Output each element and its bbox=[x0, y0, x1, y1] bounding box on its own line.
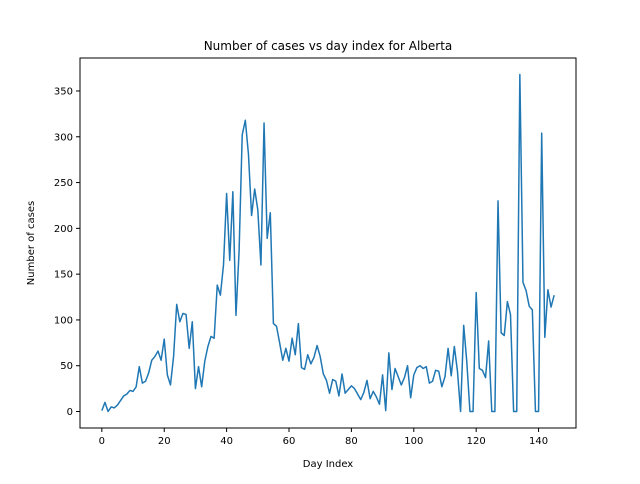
y-axis-label: Number of cases bbox=[26, 201, 37, 285]
y-tick-label: 300 bbox=[54, 132, 73, 143]
series-line bbox=[101, 73, 555, 413]
y-tick-label: 200 bbox=[54, 224, 73, 235]
x-axis-label: Day Index bbox=[303, 459, 354, 470]
y-tick-label: 150 bbox=[54, 270, 73, 281]
chart-title: Number of cases vs day index for Alberta bbox=[204, 39, 453, 53]
y-tick-label: 50 bbox=[60, 361, 73, 372]
x-tick-label: 80 bbox=[345, 436, 358, 447]
y-tick-label: 100 bbox=[54, 315, 73, 326]
axis-ticks: 0 20 40 60 80 100 120 140 0 50 100 150 200 250 300 350 bbox=[54, 86, 548, 447]
plot-area bbox=[101, 73, 555, 413]
x-tick-label: 140 bbox=[529, 436, 548, 447]
x-tick-label: 0 bbox=[99, 436, 105, 447]
x-tick-label: 40 bbox=[220, 436, 233, 447]
x-tick-label: 120 bbox=[467, 436, 486, 447]
y-tick-label: 0 bbox=[67, 407, 73, 418]
x-tick-label: 20 bbox=[158, 436, 171, 447]
x-tick-label: 100 bbox=[404, 436, 423, 447]
y-tick-label: 350 bbox=[54, 86, 73, 97]
axes-frame bbox=[79, 57, 577, 429]
x-tick-label: 60 bbox=[283, 436, 296, 447]
y-tick-label: 250 bbox=[54, 178, 73, 189]
